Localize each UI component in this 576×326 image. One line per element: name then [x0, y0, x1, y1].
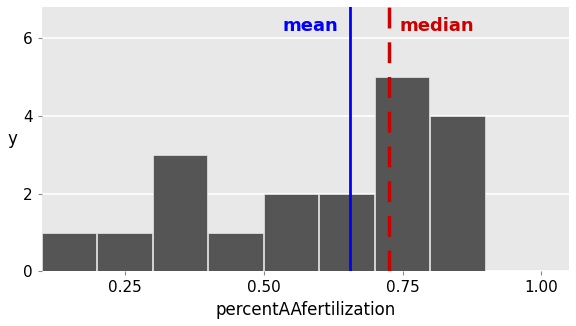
X-axis label: percentAAfertilization: percentAAfertilization [215, 301, 396, 319]
Y-axis label: y: y [7, 130, 17, 148]
Bar [97, 232, 151, 272]
Bar [209, 232, 263, 272]
Bar [430, 116, 484, 272]
Text: mean: mean [283, 17, 339, 35]
Bar [319, 194, 374, 272]
Bar [264, 194, 318, 272]
Bar [375, 77, 429, 272]
Text: median: median [400, 17, 475, 35]
Bar [153, 155, 207, 272]
Bar [42, 232, 96, 272]
